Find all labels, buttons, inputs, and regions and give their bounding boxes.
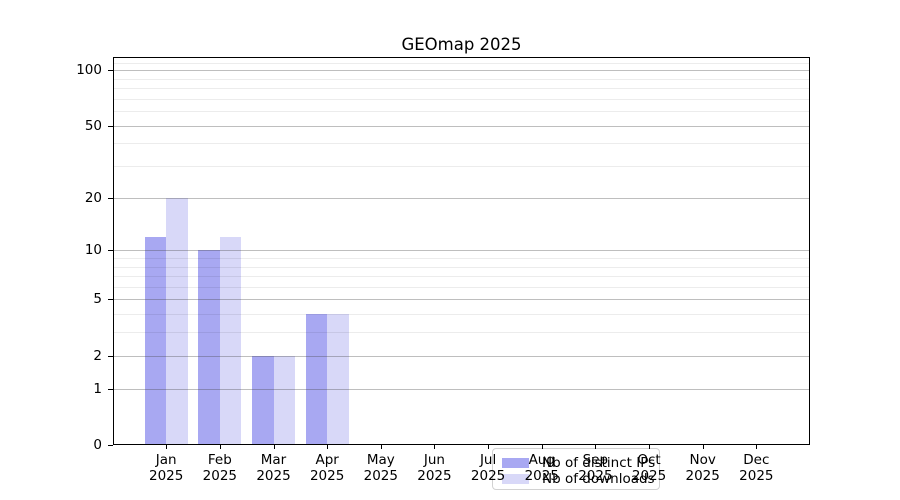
gridline-minor	[113, 258, 810, 259]
x-tick-label: Apr 2025	[309, 452, 345, 484]
gridline-minor	[113, 276, 810, 278]
bar-downloads-mar-2025	[273, 355, 295, 445]
y-tick-label: 20	[84, 189, 102, 206]
x-tick-label: Oct 2025	[631, 452, 667, 484]
plot-area: Nb of distinct IPs Nb of downloads	[113, 57, 810, 490]
x-tick-mark	[702, 445, 704, 449]
grid-layer	[113, 57, 810, 445]
bar-distinct-ips-mar-2025	[252, 355, 274, 445]
gridline-major	[113, 125, 810, 127]
x-tick-mark	[488, 445, 490, 449]
x-tick-mark	[649, 445, 651, 449]
x-tick-label: Sep 2025	[578, 452, 613, 484]
gridline-minor	[113, 266, 810, 268]
bar-distinct-ips-apr-2025	[305, 314, 328, 445]
legend-swatch-distinct-ips	[502, 457, 529, 468]
x-tick-label: Jul 2025	[470, 452, 506, 484]
y-tick-mark	[108, 388, 113, 390]
y-tick-mark	[108, 125, 113, 127]
y-tick-mark	[108, 70, 113, 72]
chart-title: GEOmap 2025	[401, 35, 522, 54]
legend-swatch-downloads	[502, 473, 529, 484]
x-tick-label: May 2025	[363, 452, 398, 484]
y-tick-label: 10	[84, 242, 102, 259]
y-tick-mark	[108, 445, 113, 446]
x-tick-label: Nov 2025	[685, 452, 720, 484]
x-tick-mark	[219, 445, 221, 449]
gridline-minor	[113, 143, 810, 145]
bar-distinct-ips-feb-2025	[198, 250, 220, 445]
legend-label-distinct-ips: Nb of distinct IPs	[542, 454, 656, 471]
y-tick-mark	[108, 197, 113, 199]
bars-layer	[113, 57, 810, 445]
gridline-major	[113, 250, 810, 252]
y-tick-mark	[108, 355, 113, 357]
gridline-minor	[113, 111, 810, 113]
gridline-minor	[113, 332, 810, 334]
x-tick-label: Feb 2025	[202, 452, 238, 484]
y-tick-label: 1	[93, 380, 102, 397]
legend-label-downloads: Nb of downloads	[542, 470, 655, 487]
x-tick-label: Jun 2025	[417, 452, 452, 484]
x-tick-mark	[541, 445, 543, 449]
legend-row-distinct-ips: Nb of distinct IPs	[502, 455, 655, 471]
bar-downloads-apr-2025	[327, 314, 349, 445]
x-tick-label: Aug 2025	[524, 452, 559, 484]
gridline-major	[113, 299, 810, 301]
y-tick-label: 0	[93, 437, 102, 453]
x-tick-mark	[380, 445, 382, 449]
gridline-minor	[113, 88, 810, 90]
x-tick-mark	[756, 445, 758, 449]
gridline-minor	[113, 78, 810, 80]
y-tick-label: 5	[93, 291, 102, 308]
y-tick-label: 2	[93, 347, 102, 364]
legend-row-downloads: Nb of downloads	[502, 471, 655, 487]
x-tick-label: Mar 2025	[256, 452, 291, 484]
bar-downloads-feb-2025	[219, 236, 242, 445]
y-tick-mark	[108, 250, 113, 252]
gridline-major	[113, 197, 810, 199]
y-tick-label: 100	[76, 62, 102, 79]
x-tick-label: Jan 2025	[149, 452, 184, 484]
gridline-minor	[113, 62, 810, 64]
x-tick-mark	[166, 445, 168, 449]
x-tick-mark	[595, 445, 597, 449]
gridline-minor	[113, 286, 810, 288]
y-tick-label: 50	[84, 117, 102, 134]
bar-downloads-jan-2025	[166, 197, 188, 445]
x-tick-mark	[327, 445, 329, 449]
gridline-minor	[113, 98, 810, 100]
gridline-major	[113, 70, 810, 72]
x-tick-mark	[434, 445, 436, 449]
x-tick-mark	[273, 445, 275, 449]
x-tick-label: Dec 2025	[739, 452, 774, 484]
gridline-minor	[113, 166, 810, 168]
gridline-major	[113, 388, 810, 390]
bar-distinct-ips-jan-2025	[144, 236, 167, 445]
y-tick-mark	[108, 299, 113, 301]
gridline-major	[113, 355, 810, 357]
gridline-minor	[113, 314, 810, 316]
legend: Nb of distinct IPs Nb of downloads	[492, 448, 660, 490]
